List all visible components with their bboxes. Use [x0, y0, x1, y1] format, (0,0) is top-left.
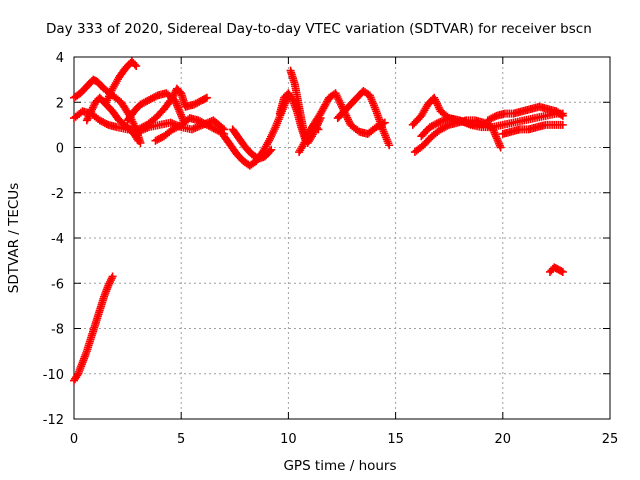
data-point-fill [89, 101, 98, 110]
data-point [134, 136, 143, 145]
y-tick-label: -8 [51, 323, 64, 338]
y-tick-label: -6 [51, 277, 64, 292]
data-point [132, 62, 141, 71]
y-axis-label: SDTVAR / TECUs [6, 183, 22, 293]
chart-title: Day 333 of 2020, Sidereal Day-to-day VTE… [46, 21, 592, 37]
data-point [108, 272, 117, 281]
y-tick-label: -4 [51, 232, 64, 247]
x-tick-label: 5 [177, 432, 185, 447]
data-point-fill [86, 109, 95, 118]
data-point [267, 145, 276, 154]
data-point-fill [133, 135, 142, 144]
data-point [202, 93, 211, 102]
x-tick-label: 20 [495, 432, 512, 447]
data-point-fill [265, 147, 274, 156]
grid [74, 57, 610, 419]
data-point-fill [557, 110, 566, 119]
x-tick-label: 15 [387, 432, 404, 447]
data-point-fill [344, 117, 353, 126]
data-point-fill [88, 105, 97, 114]
data-point-fill [73, 371, 82, 380]
data-point-fill [170, 90, 179, 99]
data-point-fill [107, 274, 116, 283]
data-point-fill [85, 110, 94, 119]
y-tick-label: -10 [43, 368, 64, 383]
data-point [87, 107, 96, 116]
data-point-fill [106, 276, 115, 285]
data-point [385, 141, 394, 150]
y-tick-label: -2 [51, 187, 64, 202]
data-point [168, 93, 177, 102]
y-tick-labels: 4 2 0 -2 -4 -6 -8 -10 -12 [43, 51, 64, 428]
data-point [558, 111, 567, 120]
data-point-fill [88, 103, 97, 112]
y-tick-label: 4 [56, 51, 64, 66]
x-tick-label: 0 [70, 432, 78, 447]
data-point-fill [105, 279, 114, 288]
data-point [82, 116, 91, 125]
data-point [558, 120, 567, 129]
x-tick-label: 25 [602, 432, 619, 447]
x-tick-labels: 0 5 10 15 20 25 [70, 432, 618, 447]
data-point-fill [344, 115, 353, 124]
y-tick-label: -12 [43, 413, 64, 428]
x-axis-label: GPS time / hours [283, 458, 396, 474]
data-point-fill [432, 119, 441, 128]
data-point-fill [84, 112, 93, 121]
y-tick-label: 2 [56, 96, 64, 111]
data-point-fill [169, 91, 178, 100]
data-points [70, 57, 567, 385]
x-tick-label: 10 [280, 432, 297, 447]
data-point [496, 143, 505, 152]
data-point-fill [83, 114, 92, 123]
data-point [104, 281, 113, 290]
y-tick-label: 0 [56, 142, 64, 157]
data-point-fill [343, 113, 352, 122]
data-point-fill [106, 277, 115, 286]
data-point-fill [130, 60, 139, 69]
data-point [558, 267, 567, 276]
axis-ticks [73, 56, 611, 420]
